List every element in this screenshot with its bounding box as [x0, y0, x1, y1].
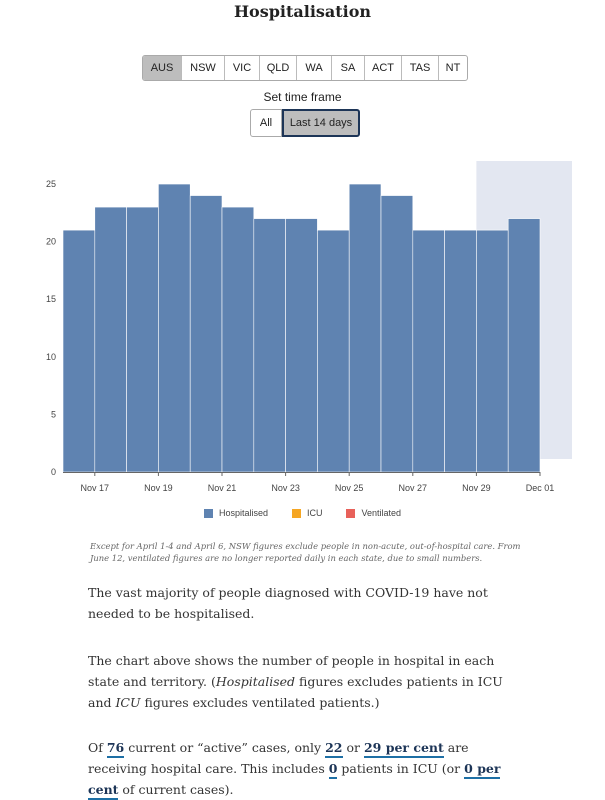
bar-hospitalised — [94, 206, 127, 473]
paragraph-chart-explainer: The chart above shows the number of peop… — [88, 650, 528, 713]
x-tick-label: Nov 21 — [208, 483, 237, 493]
x-tick-label: Nov 29 — [462, 483, 491, 493]
region-button-nsw[interactable]: NSW — [182, 56, 225, 80]
legend-label-icu: ICU — [306, 508, 323, 518]
x-tick-label: Nov 17 — [81, 483, 110, 493]
bar-hospitalised — [158, 183, 191, 473]
bar-hospitalised — [476, 229, 509, 473]
y-tick-label: 25 — [46, 179, 56, 189]
bar-hospitalised — [380, 195, 414, 473]
bar-hospitalised — [348, 183, 382, 473]
bar-hospitalised — [317, 229, 350, 473]
bar-hospitalised — [253, 218, 286, 473]
text-span: figures excludes ventilated patients.) — [140, 695, 380, 710]
legend-label-hospitalised: Hospitalised — [218, 508, 268, 518]
bar-hospitalised — [221, 206, 255, 473]
timeframe-label: Set time frame — [263, 90, 342, 104]
x-tick-label: Nov 23 — [271, 483, 300, 493]
region-button-tas[interactable]: TAS — [402, 56, 439, 80]
active-cases-value: 76 — [106, 740, 125, 758]
region-button-aus[interactable]: AUS — [143, 56, 182, 80]
region-selector: AUS NSW VIC QLD WA SA ACT TAS NT — [142, 55, 468, 81]
page-title: Hospitalisation — [233, 2, 372, 21]
timeframe-14-days-button[interactable]: Last 14 days — [282, 109, 360, 137]
legend-swatch-hospitalised — [203, 508, 213, 518]
legend-swatch-ventilated — [346, 508, 356, 518]
y-tick-label: 5 — [51, 409, 56, 419]
text-span: or — [342, 740, 364, 755]
hospitalisation-chart: 0 5 10 15 20 25 Nov 17 Nov 19 Nov 21 Nov 23 Nov 25… — [46, 161, 572, 493]
paragraph-intro: The vast majority of people diagnosed wi… — [88, 585, 488, 621]
bar-hospitalised — [412, 229, 445, 473]
x-tick-label: Nov 27 — [399, 483, 428, 493]
icu-percent-value: 0 per cent — [88, 761, 501, 800]
region-button-qld[interactable]: QLD — [260, 56, 297, 80]
paragraph-stats: Of 76 current or “active” cases, only 22… — [88, 737, 528, 800]
hospital-count-value: 22 — [325, 740, 343, 758]
bar-hospitalised — [507, 218, 541, 473]
y-tick-label: 0 — [51, 467, 56, 477]
x-tick-label: Nov 19 — [144, 483, 173, 493]
timeframe-selector: All Last 14 days — [250, 109, 360, 137]
x-tick-label: Nov 25 — [335, 483, 364, 493]
icu-count-value: 0 — [328, 761, 338, 779]
legend-item-icu: ICU — [291, 508, 323, 518]
text-span: Of — [88, 740, 107, 755]
text-span: of current cases). — [118, 782, 234, 797]
region-button-nt[interactable]: NT — [445, 62, 461, 74]
bar-hospitalised — [62, 229, 96, 473]
text-span: figures excludes patients in ICU and — [88, 674, 503, 710]
region-button-act[interactable]: ACT — [365, 56, 402, 80]
region-button-sa[interactable]: SA — [332, 56, 365, 80]
legend-label-ventilated: Ventilated — [361, 508, 402, 518]
legend-swatch-icu — [291, 508, 301, 518]
region-button-vic[interactable]: VIC — [225, 56, 260, 80]
hospital-percent-value: 29 per cent — [363, 740, 444, 758]
y-tick-label: 15 — [46, 294, 56, 304]
bar-hospitalised — [285, 218, 318, 473]
bar-hospitalised — [444, 229, 477, 473]
text-span: are receiving hospital care. This includ… — [88, 740, 469, 776]
timeframe-all-button[interactable]: All — [250, 109, 282, 137]
text-span: current or “active” cases, only — [124, 740, 326, 755]
chart-note: Except for April 1-4 and April 6, NSW fi… — [90, 541, 521, 563]
bar-hospitalised — [126, 206, 159, 473]
x-tick-label: Dec 01 — [526, 483, 555, 493]
chart-legend: Hospitalised ICU Ventilated — [0, 508, 605, 518]
y-tick-label: 20 — [46, 237, 56, 247]
italic-term: Hospitalised — [215, 674, 296, 689]
text-span: patients in ICU (or — [337, 761, 465, 776]
legend-item-hospitalised: Hospitalised — [203, 508, 268, 518]
y-tick-label: 10 — [46, 352, 56, 362]
italic-term: ICU — [115, 695, 141, 710]
text-span: The chart above shows the number of peop… — [88, 653, 495, 689]
region-button-wa[interactable]: WA — [297, 56, 332, 80]
bar-hospitalised — [189, 195, 223, 473]
legend-item-ventilated: Ventilated — [346, 508, 401, 518]
